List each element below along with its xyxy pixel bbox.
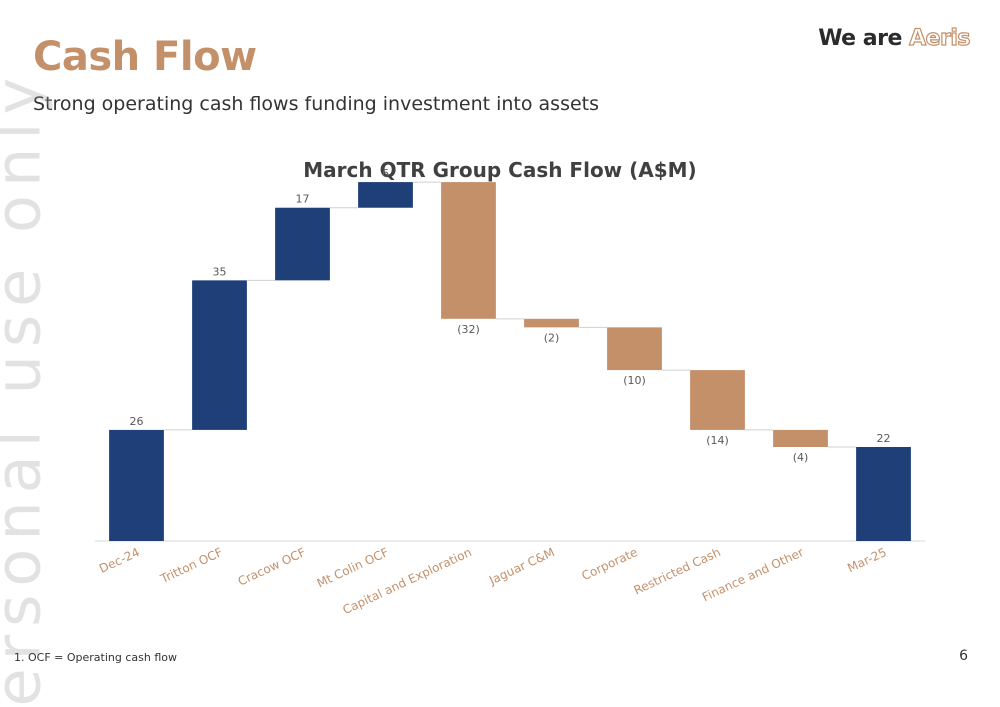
data-label-9: 22 bbox=[877, 432, 891, 445]
slide-title: Cash Flow bbox=[33, 34, 257, 80]
category-label-1: Tritton OCF bbox=[157, 545, 224, 586]
category-label-6: Corporate bbox=[579, 545, 639, 583]
bar-4 bbox=[441, 182, 496, 319]
page-number: 6 bbox=[959, 648, 968, 664]
logo-prefix: We are bbox=[818, 26, 902, 51]
chart-title: March QTR Group Cash Flow (A$M) bbox=[303, 158, 697, 182]
bar-7 bbox=[690, 370, 745, 430]
data-label-1: 35 bbox=[213, 265, 227, 278]
data-label-8: (4) bbox=[793, 451, 809, 464]
bar-9 bbox=[856, 447, 911, 541]
company-logo: We are Aeris bbox=[818, 25, 971, 51]
bar-1 bbox=[192, 280, 247, 430]
logo-accent: Aeris bbox=[908, 25, 971, 51]
category-label-3: Mt Colin OCF bbox=[315, 545, 391, 590]
category-label-2: Cracow OCF bbox=[236, 545, 308, 589]
data-label-5: (2) bbox=[544, 331, 560, 344]
slide-subtitle: Strong operating cash flows funding inve… bbox=[33, 93, 600, 115]
data-label-0: 26 bbox=[130, 415, 144, 428]
waterfall-chart: 26 Dec-24 35 Tritton OCF 17 Cracow OCF 6 Mt Col… bbox=[95, 167, 925, 617]
data-label-3: 6 bbox=[382, 167, 389, 180]
data-label-4: (32) bbox=[457, 323, 480, 336]
bar-2 bbox=[275, 207, 330, 281]
category-label-5: Jaguar C&M bbox=[486, 545, 557, 588]
footnote: 1. OCF = Operating cash flow bbox=[14, 651, 178, 664]
data-label-6: (10) bbox=[623, 374, 646, 387]
data-label-7: (14) bbox=[706, 434, 729, 447]
bar-5 bbox=[524, 318, 579, 328]
category-label-9: Mar-25 bbox=[845, 545, 889, 575]
data-label-2: 17 bbox=[296, 193, 310, 206]
bar-0 bbox=[109, 429, 164, 541]
bar-8 bbox=[773, 429, 828, 447]
bar-6 bbox=[607, 327, 662, 371]
category-label-0: Dec-24 bbox=[97, 545, 142, 576]
bar-3 bbox=[358, 182, 413, 208]
